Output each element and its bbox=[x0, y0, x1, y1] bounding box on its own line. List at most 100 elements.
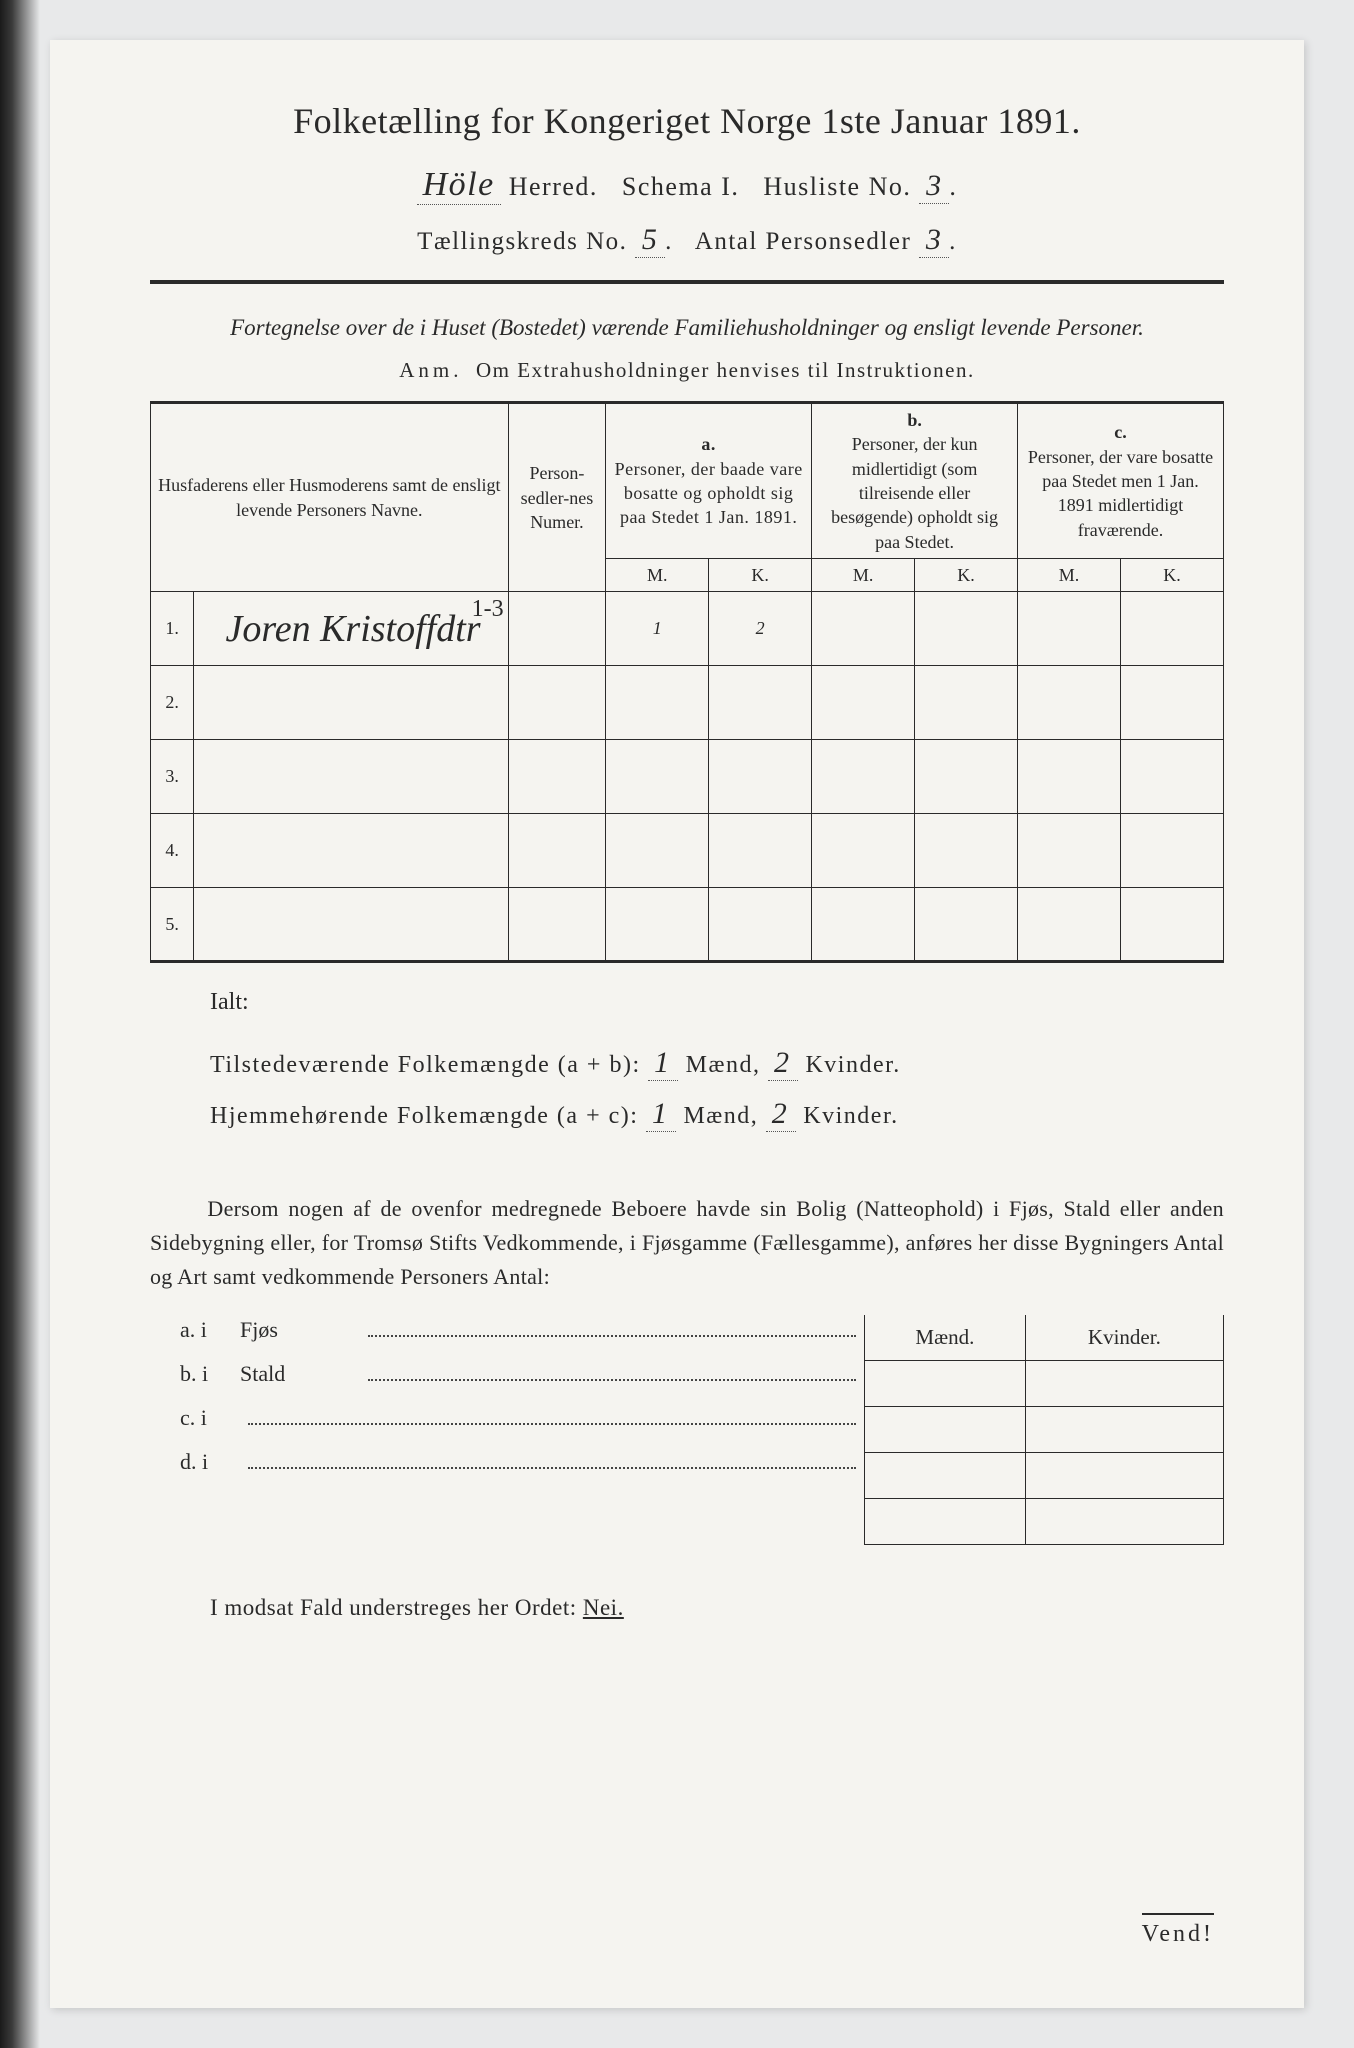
kreds-label: Tællingskreds No. bbox=[417, 228, 627, 255]
cell-b-k bbox=[915, 888, 1018, 962]
mk-cell bbox=[865, 1453, 1026, 1499]
col-name-text: Husfaderens eller Husmoderens samt de en… bbox=[158, 475, 500, 519]
col-c-m: M. bbox=[1018, 558, 1121, 591]
row-name bbox=[194, 666, 508, 740]
header-line-1: Höle Herred. Schema I. Husliste No. 3. bbox=[150, 166, 1224, 205]
anm-text: Om Extrahusholdninger henvises til Instr… bbox=[476, 358, 975, 382]
page-title: Folketælling for Kongeriget Norge 1ste J… bbox=[150, 100, 1224, 142]
cell-a-m bbox=[606, 888, 709, 962]
mk-cell bbox=[1025, 1499, 1223, 1545]
table-row: 1.Joren Kristoffdtr1-312 bbox=[151, 592, 1224, 666]
census-table: Husfaderens eller Husmoderens samt de en… bbox=[150, 401, 1224, 963]
resident-label: Hjemmehørende Folkemængde (a + c): bbox=[210, 1103, 638, 1129]
col-b-m: M. bbox=[812, 558, 915, 591]
row-person-num bbox=[508, 888, 606, 962]
totals-block: Tilstedeværende Folkemængde (a + b): 1 M… bbox=[150, 1046, 1224, 1132]
mk-cell bbox=[1025, 1407, 1223, 1453]
cell-b-k bbox=[915, 592, 1018, 666]
row-name bbox=[194, 814, 508, 888]
col-b-letter: b. bbox=[907, 410, 922, 430]
subrow-c: c. i bbox=[180, 1403, 864, 1431]
mk-header-k: Kvinder. bbox=[1025, 1315, 1223, 1361]
subtitle: Fortegnelse over de i Huset (Bostedet) v… bbox=[150, 312, 1224, 344]
col-a-letter: a. bbox=[701, 434, 716, 454]
cell-a-k bbox=[709, 888, 812, 962]
ialt-label: Ialt: bbox=[150, 989, 1224, 1016]
totals-line-present: Tilstedeværende Folkemængde (a + b): 1 M… bbox=[210, 1046, 1224, 1081]
mk-cell bbox=[1025, 1453, 1223, 1499]
col-a-m: M. bbox=[606, 558, 709, 591]
dots-fill bbox=[368, 1359, 856, 1381]
cell-a-m bbox=[606, 814, 709, 888]
row-person-num bbox=[508, 814, 606, 888]
row-name: Joren Kristoffdtr1-3 bbox=[194, 592, 508, 666]
cell-b-k bbox=[915, 666, 1018, 740]
col-header-number: Person-sedler-nes Numer. bbox=[508, 403, 606, 592]
antal-label: Antal Personsedler bbox=[695, 228, 912, 255]
nei-text: I modsat Fald understreges her Ordet: bbox=[210, 1595, 577, 1620]
nei-line: I modsat Fald understreges her Ordet: Ne… bbox=[150, 1595, 1224, 1621]
resident-men-hw: 1 bbox=[646, 1097, 676, 1132]
subrow-a: a. i Fjøs bbox=[180, 1315, 864, 1343]
divider-rule bbox=[150, 280, 1224, 284]
antal-handwritten: 3 bbox=[919, 223, 949, 258]
col-header-c: c. Personer, der vare bosatte paa Stedet… bbox=[1018, 403, 1224, 559]
mk-table: Mænd. Kvinder. bbox=[864, 1315, 1224, 1546]
table-row: 4. bbox=[151, 814, 1224, 888]
present-label: Tilstedeværende Folkemængde (a + b): bbox=[210, 1052, 641, 1078]
col-header-name: Husfaderens eller Husmoderens samt de en… bbox=[151, 403, 509, 592]
dots-fill bbox=[368, 1315, 856, 1337]
cell-b-k bbox=[915, 814, 1018, 888]
col-header-a: a. Personer, der baade vare bosatte og o… bbox=[606, 403, 812, 559]
cell-b-m bbox=[812, 740, 915, 814]
binding-edge bbox=[0, 0, 40, 2048]
cell-c-k bbox=[1120, 888, 1223, 962]
husliste-handwritten: 3 bbox=[919, 169, 949, 204]
mk-cell bbox=[865, 1407, 1026, 1453]
subrow-a-label: a. i bbox=[180, 1317, 240, 1343]
cell-b-m bbox=[812, 814, 915, 888]
resident-women-hw: 2 bbox=[766, 1097, 796, 1132]
kvinder-label-2: Kvinder. bbox=[803, 1103, 898, 1129]
col-c-text: Personer, der vare bosatte paa Stedet me… bbox=[1028, 447, 1213, 540]
col-b-text: Personer, der kun midlertidigt (som tilr… bbox=[831, 434, 998, 551]
cell-b-m bbox=[812, 666, 915, 740]
paragraph-text: Dersom nogen af de ovenfor medregnede Be… bbox=[150, 1196, 1224, 1289]
col-a-text: Personer, der baade vare bosatte og opho… bbox=[615, 459, 803, 528]
anm-label: Anm. bbox=[399, 358, 462, 382]
cell-a-m: 1 bbox=[606, 592, 709, 666]
dots-fill bbox=[248, 1447, 856, 1469]
subrow-d-label: d. i bbox=[180, 1449, 240, 1475]
mk-header-m: Mænd. bbox=[865, 1315, 1026, 1361]
table-row: 3. bbox=[151, 740, 1224, 814]
col-c-letter: c. bbox=[1114, 422, 1127, 442]
cell-a-k: 2 bbox=[709, 592, 812, 666]
mk-cell bbox=[865, 1499, 1026, 1545]
cell-b-k bbox=[915, 740, 1018, 814]
cell-a-k bbox=[709, 814, 812, 888]
totals-line-resident: Hjemmehørende Folkemængde (a + c): 1 Mæn… bbox=[210, 1097, 1224, 1132]
annotation-line: Anm. Om Extrahusholdninger henvises til … bbox=[150, 358, 1224, 383]
cell-c-m bbox=[1018, 814, 1121, 888]
cell-c-m bbox=[1018, 666, 1121, 740]
present-women-hw: 2 bbox=[768, 1046, 798, 1081]
cell-c-k bbox=[1120, 814, 1223, 888]
cell-a-k bbox=[709, 740, 812, 814]
cell-c-m bbox=[1018, 888, 1121, 962]
row-number: 4. bbox=[151, 814, 194, 888]
col-header-b: b. Personer, der kun midlertidigt (som t… bbox=[812, 403, 1018, 559]
schema-label: Schema I. bbox=[622, 172, 739, 201]
cell-a-m bbox=[606, 666, 709, 740]
col-b-k: K. bbox=[915, 558, 1018, 591]
subrow-b: b. i Stald bbox=[180, 1359, 864, 1387]
herred-label: Herred. bbox=[509, 172, 598, 201]
mk-cell bbox=[865, 1361, 1026, 1407]
dots-fill bbox=[248, 1403, 856, 1425]
nei-word: Nei. bbox=[583, 1595, 624, 1620]
table-row: 5. bbox=[151, 888, 1224, 962]
col-a-k: K. bbox=[709, 558, 812, 591]
subrow-b-label: b. i bbox=[180, 1361, 240, 1387]
maend-label-2: Mænd, bbox=[683, 1103, 758, 1129]
outbuilding-section: a. i Fjøs b. i Stald c. i d. i Mænd bbox=[150, 1315, 1224, 1546]
row-name bbox=[194, 888, 508, 962]
